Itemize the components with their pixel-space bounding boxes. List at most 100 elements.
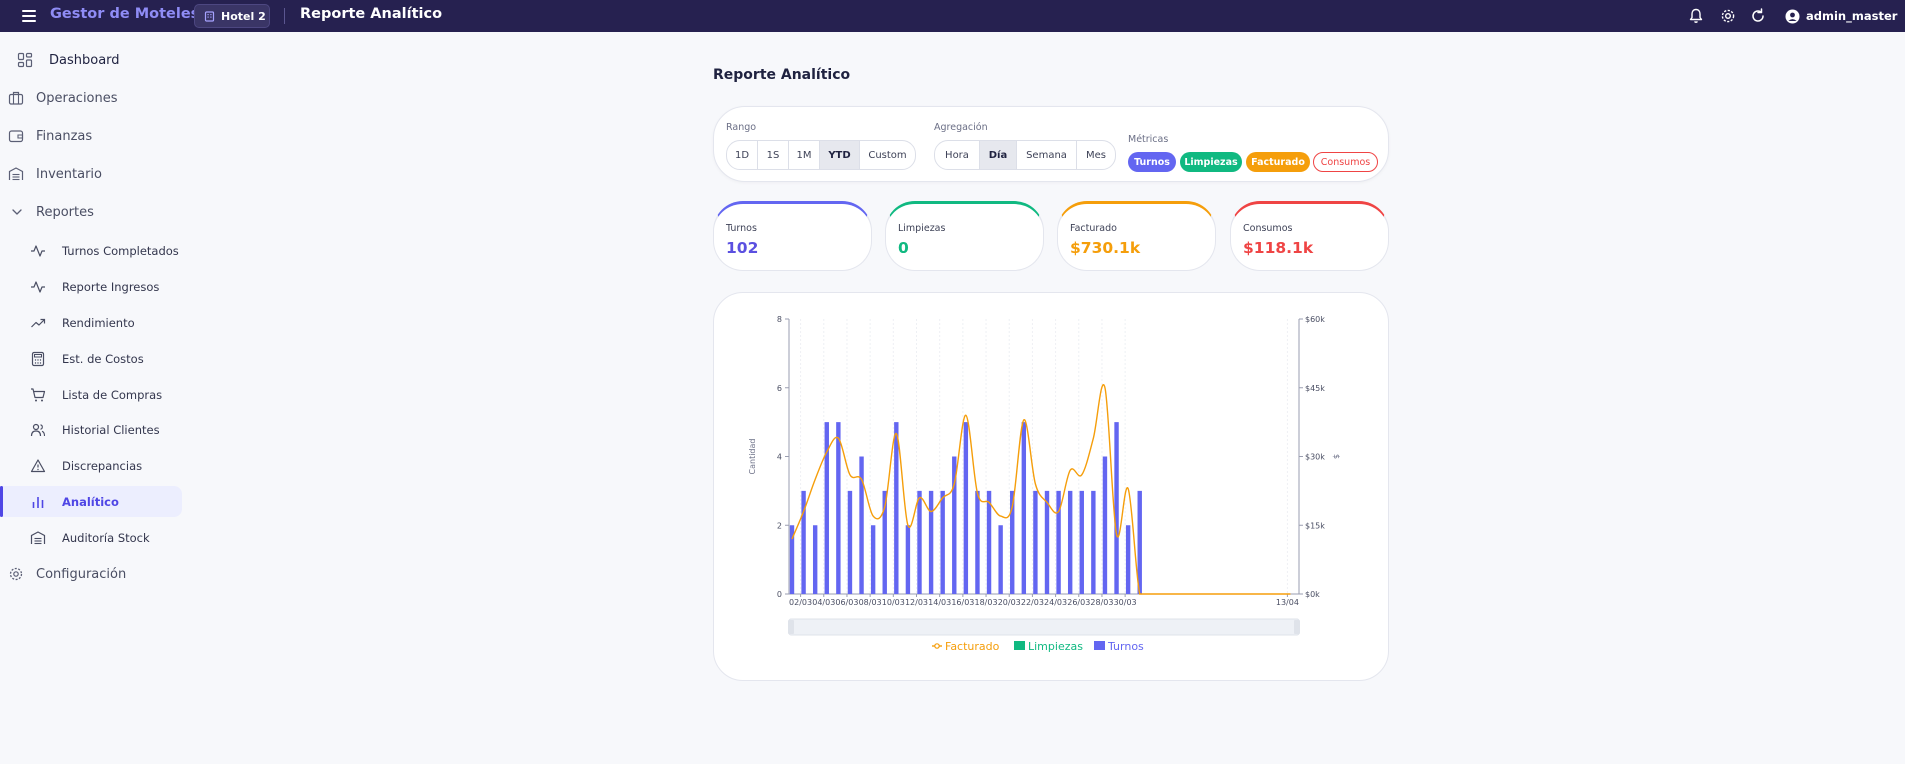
legend-turnos-swatch — [1094, 641, 1105, 650]
user-menu[interactable]: admin_master — [1785, 6, 1897, 26]
bell-icon[interactable] — [1686, 6, 1706, 26]
users-icon — [30, 422, 46, 438]
agregacion-option-hora[interactable]: Hora — [935, 141, 980, 169]
rango-label: Rango — [726, 122, 757, 133]
kpi-card-limpiezas: Limpiezas 0 — [885, 201, 1044, 271]
analytics-chart: 0 2 4 6 8 $0k $15k $30k $45k $60k 02/03 04/03 06/03 0… — [748, 315, 1341, 653]
bar-turnos — [986, 490, 992, 594]
rango-option-1m[interactable]: 1M — [789, 141, 820, 169]
topbar-divider — [284, 8, 285, 24]
bar-turnos — [1056, 490, 1061, 594]
legend-facturado-marker — [934, 643, 940, 649]
zoom-handle-left — [788, 620, 794, 634]
legend-limpiezas-swatch — [1014, 641, 1025, 650]
refresh-icon[interactable] — [1748, 6, 1768, 26]
bar-turnos — [1021, 422, 1027, 594]
bar-turnos — [1114, 422, 1119, 594]
page-heading: Reporte Analítico — [300, 6, 443, 22]
rango-selector: 1D 1S 1M YTD Custom — [726, 140, 916, 170]
gear-icon[interactable] — [1718, 6, 1738, 26]
sidebar-item-inventario[interactable]: Inventario — [0, 159, 182, 189]
bar-turnos — [940, 490, 945, 594]
x-tick-label: 16/03 — [951, 598, 974, 607]
filters-card: Rango 1D 1S 1M YTD Custom Agregación Hor… — [713, 106, 1389, 182]
metric-chip-turnos[interactable]: Turnos — [1128, 152, 1176, 172]
sidebar-item-est-costos[interactable]: Est. de Costos — [0, 344, 182, 374]
sidebar-item-reporte-ingresos[interactable]: Reporte Ingresos — [0, 272, 182, 302]
rango-option-1d[interactable]: 1D — [727, 141, 758, 169]
warehouse-icon — [8, 166, 24, 182]
hotel-name: Hotel 2 — [221, 9, 266, 23]
app-title[interactable]: Gestor de Moteles — [50, 6, 200, 22]
y2-axis-title: $ — [1332, 454, 1341, 459]
legend-limpiezas-label: Limpiezas — [1028, 640, 1083, 653]
agregacion-option-dia[interactable]: Día — [980, 141, 1017, 169]
sidebar-item-label: Turnos Completados — [62, 244, 179, 258]
y2-tick-label: $45k — [1305, 384, 1325, 393]
sidebar: Dashboard Operaciones Finanzas Inventari… — [0, 32, 185, 764]
sidebar-item-label: Inventario — [36, 166, 102, 182]
sidebar-item-dashboard[interactable]: Dashboard — [0, 45, 182, 75]
agregacion-option-mes[interactable]: Mes — [1086, 149, 1106, 161]
sidebar-item-label: Lista de Compras — [62, 388, 163, 402]
kpi-label: Limpiezas — [898, 223, 946, 234]
rango-option-1s[interactable]: 1S — [758, 141, 789, 169]
sidebar-item-analitico[interactable]: Analítico — [0, 486, 182, 517]
sidebar-item-finanzas[interactable]: Finanzas — [0, 121, 182, 151]
sidebar-item-turnos-completados[interactable]: Turnos Completados — [0, 236, 182, 266]
metric-chip-consumos[interactable]: Consumos — [1313, 152, 1378, 172]
sidebar-item-reportes[interactable]: Reportes — [0, 197, 182, 227]
bar-turnos — [1010, 490, 1015, 594]
sidebar-item-label: Est. de Costos — [62, 352, 144, 366]
y2-tick-label: $0k — [1305, 590, 1320, 599]
bar-turnos — [801, 490, 806, 594]
kpi-label: Turnos — [726, 223, 757, 234]
sidebar-item-label: Reporte Ingresos — [62, 280, 160, 294]
sidebar-item-configuracion[interactable]: Configuración — [0, 559, 182, 589]
metric-chip-limpiezas[interactable]: Limpiezas — [1180, 152, 1242, 172]
sidebar-item-label: Reportes — [36, 204, 94, 220]
sidebar-item-label: Configuración — [36, 566, 127, 582]
bar-turnos — [1091, 490, 1096, 594]
rango-option-ytd[interactable]: YTD — [820, 141, 860, 169]
building-icon — [204, 10, 215, 22]
agregacion-option-semana[interactable]: Semana — [1017, 141, 1077, 169]
metricas-label: Métricas — [1128, 134, 1169, 145]
sidebar-item-auditoria-stock[interactable]: Auditoría Stock — [0, 523, 182, 553]
bar-turnos — [824, 422, 829, 594]
sidebar-item-rendimiento[interactable]: Rendimiento — [0, 308, 182, 338]
sidebar-item-operaciones[interactable]: Operaciones — [0, 83, 182, 113]
x-tick-label: 08/03 — [859, 598, 882, 607]
kpi-value: $118.1k — [1243, 239, 1314, 257]
bar-turnos — [963, 422, 969, 594]
calculator-icon — [30, 351, 46, 367]
chart-card: 0 2 4 6 8 $0k $15k $30k $45k $60k 02/03 04/03 06/03 0… — [713, 292, 1389, 681]
hotel-selector[interactable]: Hotel 2 — [194, 4, 270, 28]
sidebar-item-label: Historial Clientes — [62, 423, 160, 437]
bar-turnos — [847, 490, 853, 594]
rango-option-custom[interactable]: Custom — [868, 149, 907, 161]
bar-turnos — [789, 525, 795, 594]
menu-icon[interactable] — [20, 7, 40, 25]
bar-turnos — [917, 490, 922, 594]
zoom-slider — [788, 618, 1300, 636]
sidebar-item-lista-compras[interactable]: Lista de Compras — [0, 380, 182, 410]
metric-chip-facturado[interactable]: Facturado — [1246, 152, 1310, 172]
sidebar-item-discrepancias[interactable]: Discrepancias — [0, 451, 182, 481]
y-tick-label: 8 — [777, 315, 782, 324]
y-tick-label: 2 — [777, 521, 782, 530]
x-tick-label: 22/03 — [1021, 598, 1044, 607]
x-tick-label: 12/03 — [905, 598, 928, 607]
x-tick-label: 02/03 — [789, 598, 812, 607]
sidebar-item-historial-clientes[interactable]: Historial Clientes — [0, 415, 182, 445]
kpi-card-turnos: Turnos 102 — [713, 201, 872, 271]
y2-tick-label: $60k — [1305, 315, 1325, 324]
kpi-label: Facturado — [1070, 223, 1117, 234]
bar-turnos — [998, 525, 1003, 594]
legend-facturado-label: Facturado — [945, 640, 1000, 653]
warning-icon — [30, 458, 46, 474]
bar-turnos — [882, 490, 887, 594]
user-name: admin_master — [1806, 9, 1898, 23]
zoom-handle-right — [1294, 620, 1300, 634]
kpi-value: 0 — [898, 239, 909, 257]
